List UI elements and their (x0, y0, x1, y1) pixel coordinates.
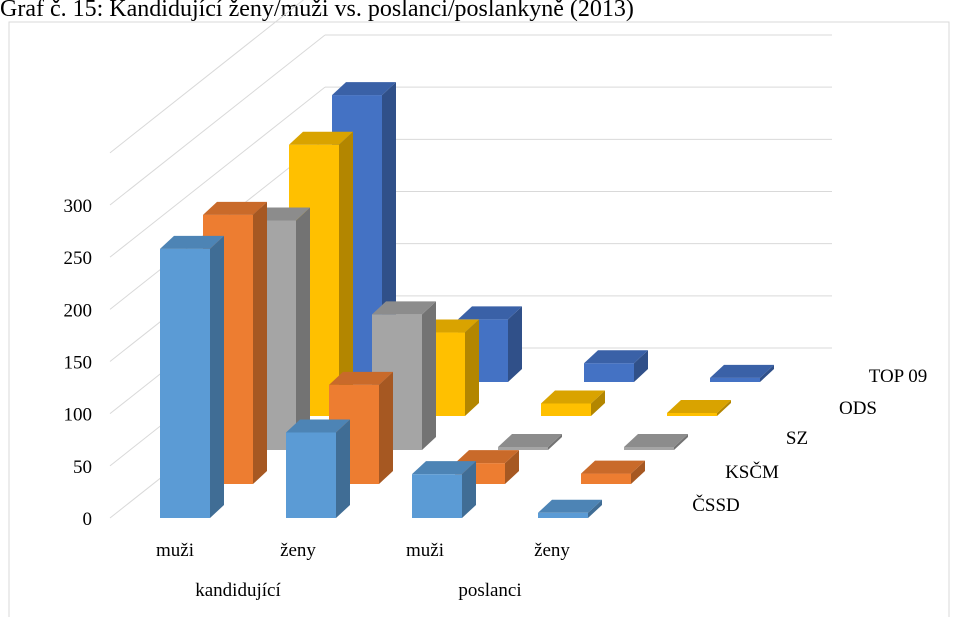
y-tick-label: 300 (64, 196, 93, 217)
bar-side (210, 235, 224, 518)
series-label: ODS (839, 398, 877, 419)
bar-top (458, 306, 522, 320)
bar-front (498, 447, 548, 450)
bar (710, 364, 774, 382)
bar-front (286, 432, 336, 518)
bar (160, 235, 224, 518)
bar (498, 434, 562, 450)
bar-front (160, 248, 210, 518)
gridline-diag (109, 86, 326, 258)
bar-top (160, 235, 224, 249)
bar-top (710, 364, 774, 378)
bar-side (462, 461, 476, 518)
bar-front (584, 363, 634, 382)
bar-side (717, 400, 731, 416)
series-label: SZ (786, 428, 808, 449)
bar-top (412, 461, 476, 475)
x-category-label: ženy (534, 540, 570, 561)
bar-side (591, 390, 605, 416)
bar-front (581, 473, 631, 484)
bar-front (412, 474, 462, 518)
bar-side (548, 434, 562, 450)
chart-border (8, 21, 950, 617)
bar-side (465, 319, 479, 416)
bar-side (508, 306, 522, 382)
series-labels: ČSSD KSČM SZ ODS TOP 09 (692, 366, 927, 516)
gridline-diag (109, 0, 305, 154)
bar-top (541, 390, 605, 404)
bar-side (674, 434, 688, 450)
bar-top (667, 400, 731, 413)
series-label: TOP 09 (869, 366, 928, 387)
bar (624, 434, 688, 450)
y-tick-label: 0 (83, 509, 93, 530)
bar (286, 419, 350, 518)
bar-side (634, 350, 648, 382)
bar-side (336, 419, 350, 518)
bar-top (286, 419, 350, 433)
x-group-label: kandidující (195, 580, 281, 601)
y-axis: 0 50 100 150 200 250 300 (64, 196, 93, 530)
bar-front (541, 403, 591, 416)
x-category-label: ženy (280, 540, 316, 561)
bar-top (498, 434, 562, 447)
bar-front (667, 413, 717, 416)
y-tick-label: 250 (64, 248, 93, 269)
bar-top (581, 460, 645, 474)
y-tick-label: 100 (64, 405, 93, 426)
x-category-label: muži (406, 540, 444, 561)
bar-top (455, 450, 519, 464)
bar-front (624, 447, 674, 450)
bar-side (339, 131, 353, 416)
gridline-diag (109, 34, 326, 206)
bar-front (710, 377, 760, 382)
bar (667, 400, 731, 416)
bar-side (588, 499, 602, 518)
y-tick-label: 200 (64, 300, 93, 321)
series-label: KSČM (725, 461, 779, 483)
bar-top (329, 371, 393, 385)
bar (584, 350, 648, 382)
bar-side (631, 460, 645, 484)
bar (581, 460, 645, 484)
bar-top (289, 131, 353, 145)
bar-side (253, 201, 267, 484)
bar-top (372, 301, 436, 315)
x-axis: muži ženy muži ženy kandidující poslanci (156, 540, 570, 601)
bar-side (760, 364, 774, 382)
bar-top (332, 82, 396, 96)
bar (538, 499, 602, 518)
bar-side (422, 301, 436, 450)
bar-side (379, 371, 393, 484)
bar-front (538, 512, 588, 518)
bar-top (203, 201, 267, 215)
bar-top (538, 499, 602, 513)
bar (541, 390, 605, 416)
series-label: ČSSD (692, 494, 740, 516)
bar-side (505, 450, 519, 484)
bars (160, 82, 774, 518)
y-tick-label: 50 (73, 457, 92, 478)
x-group-label: poslanci (458, 580, 521, 601)
bar-top (584, 350, 648, 364)
x-category-label: muži (156, 540, 194, 561)
bar-top (624, 434, 688, 447)
chart-title: Graf č. 15: Kandidující ženy/muži vs. po… (0, 0, 634, 22)
y-tick-label: 150 (64, 353, 93, 374)
bar-side (296, 207, 310, 450)
bar (412, 461, 476, 518)
